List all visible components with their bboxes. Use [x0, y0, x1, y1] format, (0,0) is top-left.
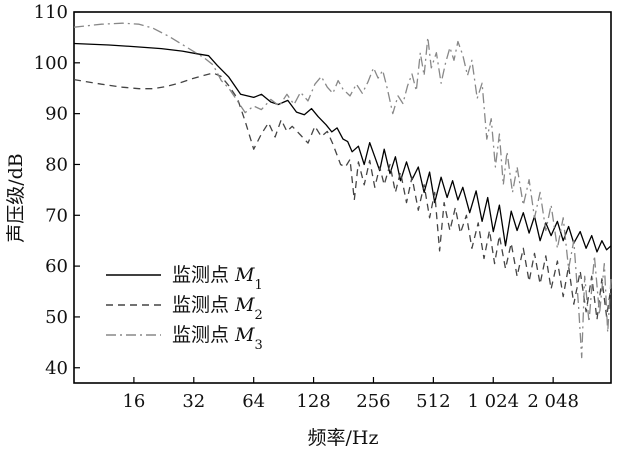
- series-line-m1: [73, 42, 612, 253]
- series-layer: [73, 22, 612, 359]
- y-tick-label: 40: [45, 358, 68, 379]
- x-tick-label: 32: [182, 391, 205, 412]
- x-tick-label: 128: [296, 391, 330, 412]
- y-tick-label: 90: [45, 104, 68, 125]
- x-axis-title: 频率/Hz: [308, 427, 379, 449]
- y-tick-label: 80: [45, 154, 68, 175]
- y-tick-label: 110: [34, 2, 68, 23]
- legend-label-m2: 监测点 M2: [172, 294, 263, 323]
- legend-label-m1: 监测点 M1: [172, 264, 263, 293]
- x-axis: 16 32 64 128 256 512 1 024 2 048: [122, 377, 579, 412]
- x-tick-label: 1 024: [467, 391, 519, 412]
- y-axis: 40 50 60 70 80 90 100 110: [34, 2, 80, 379]
- y-tick-label: 50: [45, 307, 68, 328]
- x-tick-label: 256: [356, 391, 390, 412]
- x-tick-label: 64: [242, 391, 265, 412]
- y-tick-label: 70: [45, 205, 68, 226]
- series-line-m2: [73, 72, 612, 321]
- plot-frame: [73, 11, 612, 384]
- y-axis-title: 声压级/dB: [5, 153, 27, 243]
- plot-area: [73, 11, 612, 384]
- x-tick-label: 512: [416, 391, 450, 412]
- y-tick-label: 60: [45, 256, 68, 277]
- x-tick-label: 2 048: [527, 391, 579, 412]
- x-tick-label: 16: [122, 391, 145, 412]
- y-tick-label: 100: [34, 53, 68, 74]
- legend-label-m3: 监测点 M3: [172, 324, 263, 353]
- series-line-m3: [73, 22, 612, 359]
